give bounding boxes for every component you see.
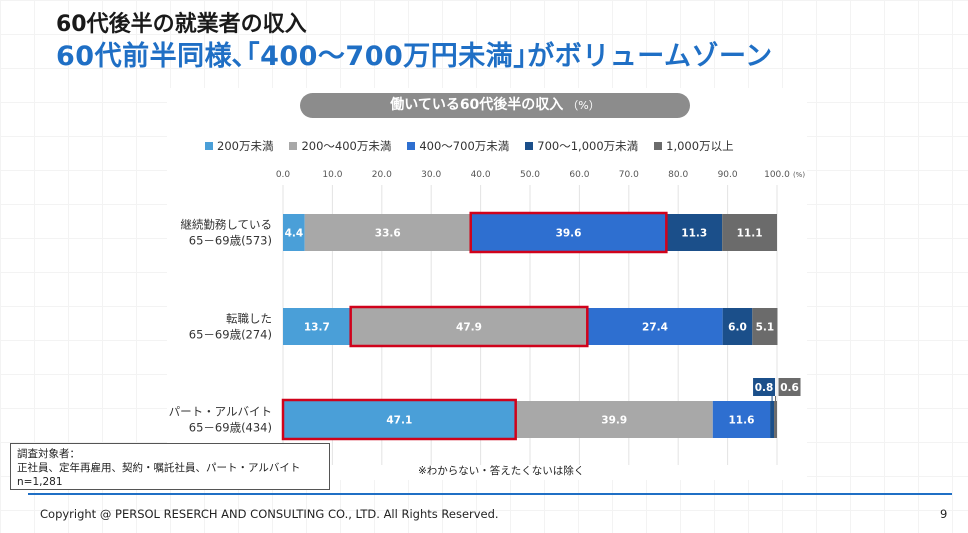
bar-segment [666, 214, 723, 251]
note-line-3: n=1,281 [17, 476, 63, 488]
bar-segment [752, 308, 778, 345]
category-label-line2: 65－69歳(274) [189, 328, 272, 342]
category-label-line2: 65－69歳(573) [189, 234, 272, 248]
tick-label: 40.0 [471, 170, 491, 180]
bar-value-label: 27.4 [642, 322, 668, 334]
survey-note: 調査対象者： 正社員、定年再雇用、契約・嘱託社員、パート・アルバイト n=1,2… [10, 443, 330, 490]
bar-segment [304, 214, 471, 251]
legend-label: 1,000万以上 [666, 139, 734, 153]
legend-label: 700～1,000万未満 [537, 139, 639, 153]
tick-label: 90.0 [718, 170, 738, 180]
copyright: Copyright @ PERSOL RESERCH AND CONSULTIN… [40, 507, 499, 521]
chart-title-unit: （%） [567, 99, 600, 112]
page-number: 9 [940, 507, 948, 521]
bar-segment [774, 401, 777, 438]
tick-label: 80.0 [668, 170, 688, 180]
tick-label: 0.0 [276, 170, 291, 180]
bar-segment [350, 308, 588, 345]
legend-swatch [654, 142, 663, 150]
bar-segment [470, 214, 667, 251]
bar-segment [770, 401, 775, 438]
legend-swatch [205, 142, 213, 150]
legend-swatch [407, 142, 416, 150]
bar-segment [283, 308, 351, 345]
legend-item: 400～700万未満 [407, 138, 509, 154]
category-label-line1: 継続勤務している [180, 218, 272, 232]
category-label-line2: 65－69歳(434) [189, 421, 272, 435]
bar-segment [712, 401, 771, 438]
highlight-box [469, 211, 668, 254]
slide-title: 60代後半の就業者の収入 [56, 12, 307, 37]
highlight-box [281, 398, 517, 441]
bar-segment [515, 401, 713, 438]
category-label-line1: 転職した [226, 312, 272, 326]
category-label-line1: パート・アルバイト [169, 405, 272, 419]
slide-subtitle: 60代前半同様､｢400～700万円未満｣がボリュームゾーン [56, 41, 773, 72]
bar-segment [283, 401, 516, 438]
axis-unit: (%) [793, 171, 805, 179]
bar-value-label: 11.3 [681, 228, 707, 240]
bar-value-label: 47.9 [456, 322, 482, 334]
tick-label: 100.0 [764, 170, 790, 180]
bar-value-label: 4.4 [285, 228, 304, 240]
legend-label: 200万未満 [217, 139, 274, 153]
tick-label: 60.0 [569, 170, 589, 180]
bar-value-label: 5.1 [756, 322, 775, 334]
legend-item: 1,000万以上 [654, 138, 734, 154]
bar-value-label: 11.6 [728, 415, 754, 427]
bar-value-label: 13.7 [304, 322, 330, 334]
tick-label: 70.0 [619, 170, 639, 180]
legend-label: 200～400万未満 [301, 139, 392, 153]
legend-swatch [525, 142, 534, 150]
legend-item: 700～1,000万未満 [525, 138, 638, 154]
bar-value-label: 39.9 [601, 415, 627, 427]
legend-item: 200～400万未満 [289, 138, 391, 154]
footer-rule [28, 493, 952, 495]
tick-label: 10.0 [322, 170, 342, 180]
tick-label: 20.0 [372, 170, 392, 180]
bar-value-label: 0.6 [780, 382, 799, 394]
bar-segment [722, 214, 777, 251]
callout-box [778, 378, 801, 396]
bar-segment [283, 214, 305, 251]
chart-footnote: ※わからない・答えたくないは除く [418, 465, 585, 477]
note-line-2: 正社員、定年再雇用、契約・嘱託社員、パート・アルバイト [17, 462, 301, 474]
bar-value-label: 33.6 [375, 228, 401, 240]
legend-swatch [289, 142, 298, 150]
chart-title-text: 働いている60代後半の収入 [390, 97, 564, 113]
bar-value-label: 11.1 [737, 228, 763, 240]
chart-legend: 200万未満 200～400万未満 400～700万未満 700～1,000万未満 1,… [205, 138, 734, 154]
legend-label: 400～700万未満 [419, 139, 510, 153]
callout-box [753, 378, 776, 396]
bar-segment [587, 308, 723, 345]
bar-value-label: 6.0 [728, 322, 747, 334]
bar-value-label: 39.6 [556, 228, 582, 240]
note-line-1: 調査対象者： [17, 448, 80, 460]
bar-segment [722, 308, 753, 345]
tick-label: 30.0 [421, 170, 441, 180]
tick-label: 50.0 [520, 170, 540, 180]
bar-value-label: 47.1 [386, 415, 412, 427]
chart-title: 働いている60代後半の収入 （%） [300, 93, 690, 118]
highlight-box [349, 305, 589, 348]
bar-value-label: 0.8 [755, 382, 774, 394]
legend-item: 200万未満 [205, 138, 273, 154]
